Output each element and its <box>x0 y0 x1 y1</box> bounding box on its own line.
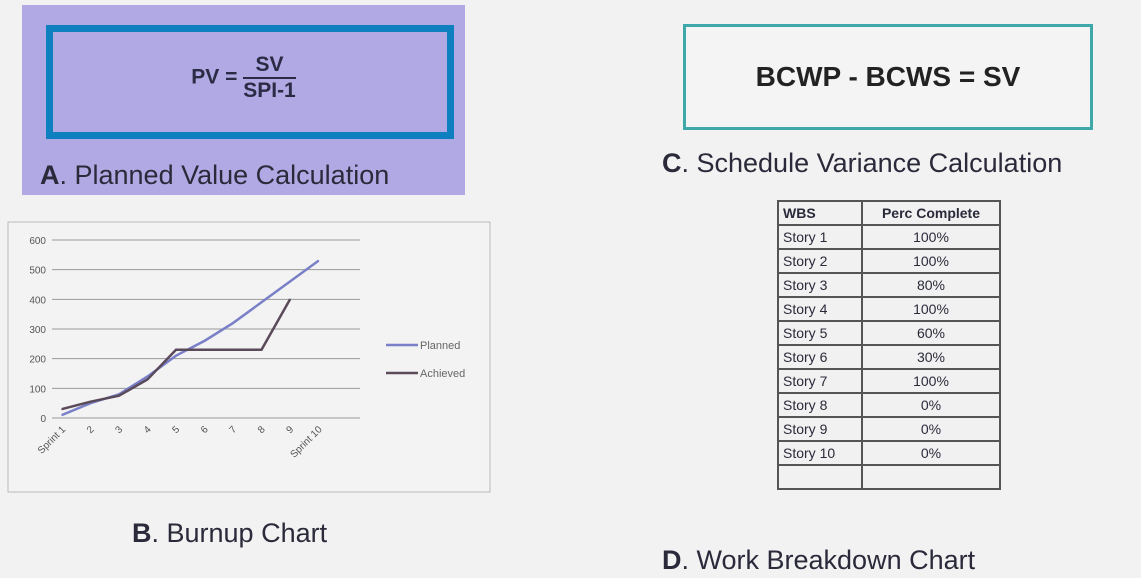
table-row: Story 3 80% <box>777 272 1001 298</box>
caption-text: . Schedule Variance Calculation <box>681 148 1063 178</box>
wbs-cell: Story 2 <box>777 248 863 274</box>
table-row <box>777 464 1001 490</box>
perc-complete-cell: 100% <box>861 248 1001 274</box>
option-b-caption: B. Burnup Chart <box>132 518 327 549</box>
formula-lhs: PV = <box>191 65 238 89</box>
formula-frame <box>46 25 454 139</box>
y-tick-label: 300 <box>29 325 46 336</box>
option-letter: A <box>40 160 60 190</box>
perc-complete-cell: 100% <box>861 296 1001 322</box>
data-point <box>175 348 177 351</box>
data-point <box>203 340 206 342</box>
data-point <box>260 348 263 351</box>
data-point <box>289 280 291 283</box>
data-point <box>203 348 206 351</box>
table-row: Story 6 30% <box>777 344 1001 370</box>
y-tick-label: 400 <box>29 295 46 306</box>
option-c-caption: C. Schedule Variance Calculation <box>662 148 1062 179</box>
wbs-cell: Story 1 <box>777 224 863 250</box>
option-letter: B <box>132 518 152 548</box>
perc-complete-cell: 0% <box>861 440 1001 466</box>
data-point <box>317 259 320 262</box>
perc-complete-cell: 100% <box>861 368 1001 394</box>
y-tick-label: 100 <box>29 384 46 395</box>
option-letter: D <box>662 545 682 575</box>
wbs-cell: Story 7 <box>777 368 863 394</box>
table-header-row: WBS Perc Complete <box>777 200 1001 226</box>
y-tick-label: 200 <box>29 355 46 366</box>
legend-label: Planned <box>420 340 460 352</box>
data-point <box>232 322 234 324</box>
table-row: Story 10 0% <box>777 440 1001 466</box>
schedule-variance-formula: BCWP - BCWS = SV <box>755 61 1021 92</box>
data-point <box>146 378 149 381</box>
table-row: Story 8 0% <box>777 392 1001 418</box>
perc-complete-cell: 0% <box>861 416 1001 442</box>
option-d-caption: D. Work Breakdown Chart <box>662 545 975 576</box>
wbs-cell: Story 5 <box>777 320 863 346</box>
option-a-caption: A. Planned Value Calculation <box>40 160 389 191</box>
option-letter: C <box>662 148 682 178</box>
perc-complete-cell <box>861 464 1001 490</box>
data-point <box>146 375 149 378</box>
y-tick-label: 600 <box>29 236 46 247</box>
data-point <box>232 348 234 351</box>
wbs-cell: Story 8 <box>777 392 863 418</box>
table-row: Story 1 100% <box>777 224 1001 250</box>
option-c-panel: BCWP - BCWS = SV <box>683 24 1093 130</box>
option-a-panel: PV = SV SPI-1 <box>22 5 465 195</box>
data-point <box>89 400 92 403</box>
wbs-cell: Story 4 <box>777 296 863 322</box>
table-row: Story 2 100% <box>777 248 1001 274</box>
perc-complete-cell: 30% <box>861 344 1001 370</box>
wbs-cell: Story 10 <box>777 440 863 466</box>
wbs-cell: Story 6 <box>777 344 863 370</box>
header-perc-complete: Perc Complete <box>861 200 1001 226</box>
wbs-cell <box>777 464 863 490</box>
table-row: Story 4 100% <box>777 296 1001 322</box>
y-tick-label: 0 <box>40 414 46 425</box>
caption-text: . Work Breakdown Chart <box>681 545 976 575</box>
wbs-cell: Story 9 <box>777 416 863 442</box>
formula-denominator: SPI-1 <box>243 79 296 102</box>
legend-label: Achieved <box>420 368 465 380</box>
caption-text: . Burnup Chart <box>151 518 328 548</box>
planned-value-formula: PV = SV SPI-1 <box>22 53 465 103</box>
work-breakdown-table: WBS Perc Complete Story 1 100% Story 2 100%… <box>777 200 1001 490</box>
data-point <box>61 408 63 410</box>
header-wbs: WBS <box>777 200 863 226</box>
formula-numerator: SV <box>243 53 296 79</box>
table-row: Story 5 60% <box>777 320 1001 346</box>
y-tick-label: 500 <box>29 266 46 277</box>
data-point <box>118 394 120 397</box>
data-point <box>175 354 177 357</box>
chart-frame <box>7 221 491 493</box>
data-point <box>289 298 291 301</box>
table-row: Story 9 0% <box>777 416 1001 442</box>
wbs-cell: Story 3 <box>777 272 863 298</box>
perc-complete-cell: 0% <box>861 392 1001 418</box>
data-point <box>260 301 263 304</box>
data-point <box>61 414 63 416</box>
caption-text: . Planned Value Calculation <box>59 160 390 190</box>
formula-fraction: SV SPI-1 <box>243 53 296 103</box>
table-row: Story 7 100% <box>777 368 1001 394</box>
perc-complete-cell: 60% <box>861 320 1001 346</box>
perc-complete-cell: 100% <box>861 224 1001 250</box>
perc-complete-cell: 80% <box>861 272 1001 298</box>
